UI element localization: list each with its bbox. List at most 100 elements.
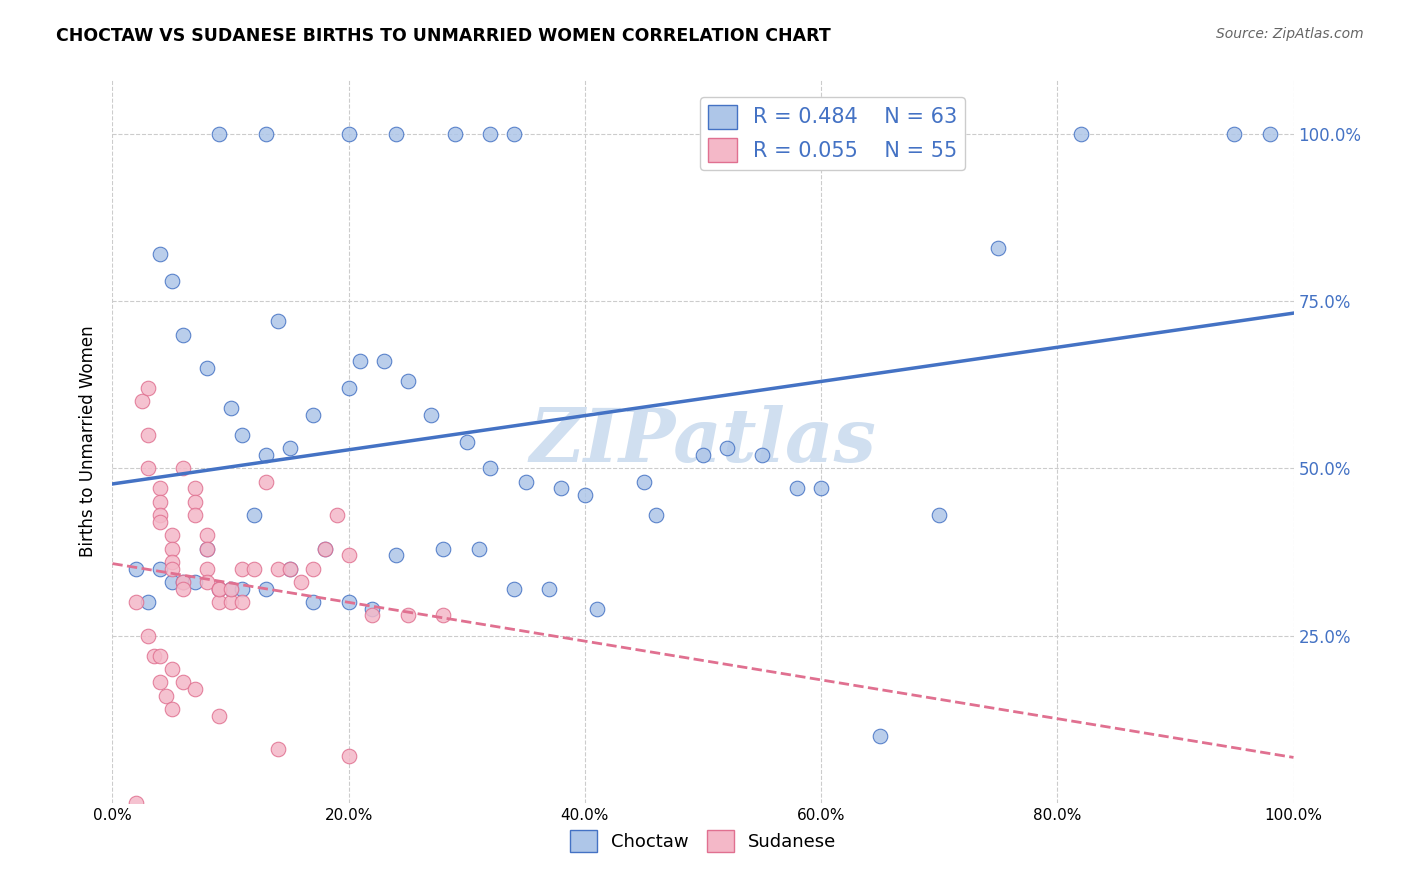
Point (136, 427, 159, 442)
Point (420, 408, 443, 422)
Point (503, 127, 526, 141)
Point (195, 575, 218, 590)
Point (302, 562, 325, 576)
Point (184, 681, 207, 696)
Point (184, 508, 207, 523)
Point (208, 127, 231, 141)
Point (172, 582, 194, 596)
Point (184, 494, 207, 508)
Point (155, 689, 177, 703)
Point (432, 541, 454, 556)
Point (1223, 127, 1246, 141)
Point (385, 548, 408, 563)
Point (456, 434, 478, 449)
Point (633, 475, 655, 489)
Point (172, 575, 194, 590)
Point (243, 508, 266, 523)
Point (149, 247, 172, 261)
Point (1070, 127, 1092, 141)
Point (302, 595, 325, 609)
Point (208, 582, 231, 596)
Point (290, 575, 312, 590)
Point (810, 482, 832, 496)
Point (136, 461, 159, 475)
Point (692, 448, 714, 462)
Point (160, 528, 183, 542)
Point (172, 461, 194, 475)
Point (149, 508, 172, 523)
Legend: Choctaw, Sudanese: Choctaw, Sudanese (562, 822, 844, 859)
Point (786, 482, 808, 496)
Point (208, 595, 231, 609)
Point (149, 482, 172, 496)
Point (136, 595, 159, 609)
Point (278, 562, 301, 576)
Point (172, 575, 194, 590)
Point (538, 582, 561, 596)
Point (361, 608, 384, 623)
Point (208, 708, 231, 723)
Point (160, 575, 183, 590)
Point (928, 508, 950, 523)
Point (254, 475, 277, 489)
Point (337, 595, 360, 609)
Point (314, 541, 336, 556)
Point (160, 274, 183, 288)
Point (254, 582, 277, 596)
Point (219, 582, 242, 596)
Text: CHOCTAW VS SUDANESE BIRTHS TO UNMARRIED WOMEN CORRELATION CHART: CHOCTAW VS SUDANESE BIRTHS TO UNMARRIED … (56, 27, 831, 45)
Text: Source: ZipAtlas.com: Source: ZipAtlas.com (1216, 27, 1364, 41)
Point (432, 608, 454, 623)
Point (136, 381, 159, 395)
Point (396, 375, 419, 389)
Point (160, 541, 183, 556)
Point (160, 702, 183, 716)
Point (243, 562, 266, 576)
Point (515, 475, 537, 489)
Point (184, 575, 207, 590)
Point (125, 562, 148, 576)
Point (160, 562, 183, 576)
Point (219, 582, 242, 596)
Point (142, 648, 165, 663)
Point (550, 482, 572, 496)
Point (267, 742, 290, 756)
Point (396, 608, 419, 623)
Point (326, 508, 349, 523)
Point (149, 494, 172, 508)
Point (195, 528, 218, 542)
Y-axis label: Births to Unmarried Women: Births to Unmarried Women (79, 326, 97, 558)
Point (278, 562, 301, 576)
Point (125, 796, 148, 810)
Point (195, 361, 218, 376)
Point (149, 675, 172, 690)
Point (987, 241, 1010, 255)
Point (195, 562, 218, 576)
Point (231, 582, 253, 596)
Point (149, 648, 172, 663)
Point (149, 515, 172, 529)
Point (1258, 127, 1281, 141)
Point (254, 127, 277, 141)
Point (337, 381, 360, 395)
Point (254, 448, 277, 462)
Point (337, 749, 360, 764)
Point (231, 595, 253, 609)
Point (149, 562, 172, 576)
Point (267, 562, 290, 576)
Point (349, 354, 371, 368)
Point (314, 541, 336, 556)
Point (337, 548, 360, 563)
Point (444, 127, 467, 141)
Point (302, 408, 325, 422)
Point (574, 488, 596, 502)
Text: ZIPatlas: ZIPatlas (530, 405, 876, 478)
Point (131, 394, 153, 409)
Point (585, 602, 607, 616)
Point (160, 662, 183, 676)
Point (479, 461, 502, 475)
Point (184, 482, 207, 496)
Point (195, 541, 218, 556)
Point (278, 442, 301, 455)
Point (267, 314, 290, 328)
